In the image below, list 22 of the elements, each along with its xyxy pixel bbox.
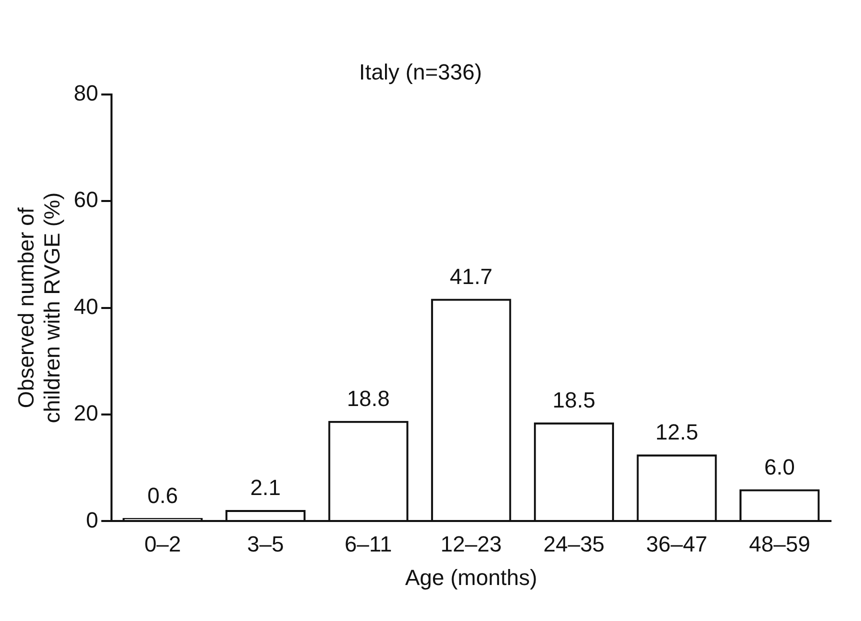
x-tick-label: 12–23 — [440, 531, 502, 556]
y-tick-label: 60 — [74, 187, 98, 212]
data-label: 41.7 — [450, 264, 493, 289]
chart-title: Italy (n=336) — [359, 59, 482, 84]
x-tick-label: 48–59 — [748, 531, 810, 556]
data-label: 6.0 — [764, 454, 795, 480]
y-axis-title: Observed number of children with RVGE (%) — [13, 192, 65, 424]
x-tick-label: 3–5 — [247, 531, 284, 556]
x-tick-label: 0–2 — [144, 531, 182, 556]
data-label: 0.6 — [147, 483, 178, 508]
y-tick-label: 0 — [86, 507, 98, 532]
data-label: 12.5 — [655, 420, 698, 445]
y-tick-label: 40 — [74, 294, 98, 319]
x-tick-label: 36–47 — [646, 531, 708, 556]
data-label: 18.5 — [552, 388, 596, 413]
x-tick-label: 6–11 — [344, 531, 392, 556]
y-tick-label: 20 — [74, 400, 98, 426]
data-label: 2.1 — [250, 475, 281, 500]
x-tick-label: 24–35 — [543, 531, 605, 556]
x-axis-title: Age (months) — [405, 564, 538, 590]
data-label: 18.8 — [346, 386, 390, 411]
y-tick-label: 80 — [74, 80, 98, 106]
